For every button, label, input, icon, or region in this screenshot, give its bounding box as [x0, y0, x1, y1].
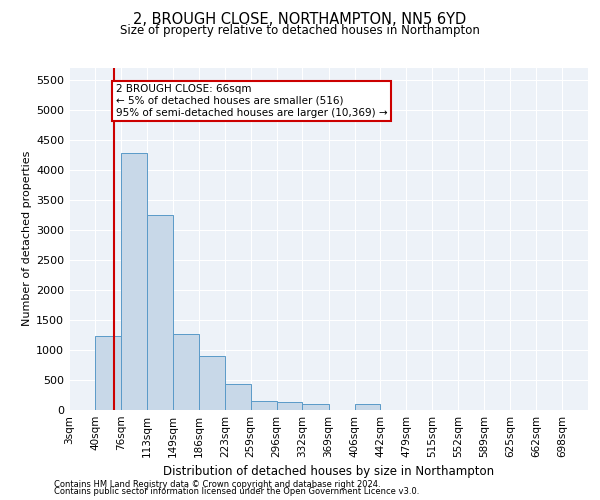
Bar	[121, 154, 147, 410]
Text: Size of property relative to detached houses in Northampton: Size of property relative to detached ho…	[120, 24, 480, 37]
Bar	[277, 402, 302, 410]
Text: Contains HM Land Registry data © Crown copyright and database right 2024.: Contains HM Land Registry data © Crown c…	[54, 480, 380, 489]
Bar	[251, 400, 277, 410]
Text: 2 BROUGH CLOSE: 66sqm
← 5% of detached houses are smaller (516)
95% of semi-deta: 2 BROUGH CLOSE: 66sqm ← 5% of detached h…	[116, 84, 388, 117]
Bar	[225, 384, 251, 410]
X-axis label: Distribution of detached houses by size in Northampton: Distribution of detached houses by size …	[163, 466, 494, 478]
Text: 2, BROUGH CLOSE, NORTHAMPTON, NN5 6YD: 2, BROUGH CLOSE, NORTHAMPTON, NN5 6YD	[133, 12, 467, 28]
Y-axis label: Number of detached properties: Number of detached properties	[22, 151, 32, 326]
Bar	[355, 404, 380, 410]
Bar	[147, 214, 173, 410]
Bar	[302, 404, 329, 410]
Text: Contains public sector information licensed under the Open Government Licence v3: Contains public sector information licen…	[54, 487, 419, 496]
Bar	[173, 334, 199, 410]
Bar	[199, 356, 225, 410]
Bar	[95, 336, 121, 410]
